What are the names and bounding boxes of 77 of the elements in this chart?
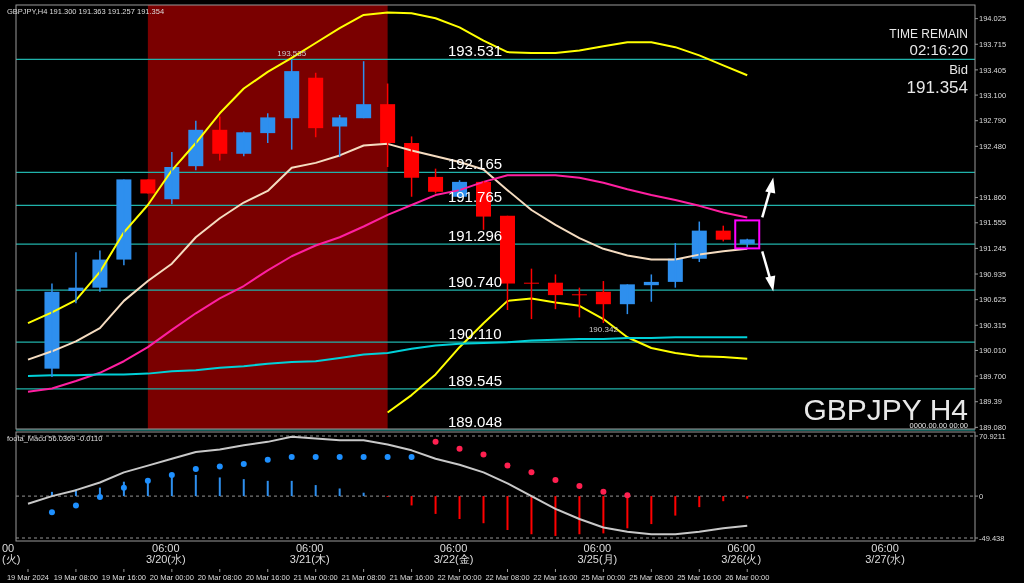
bar xyxy=(242,479,245,497)
candlestick xyxy=(619,283,635,315)
point xyxy=(168,471,175,478)
bar xyxy=(746,496,749,499)
annotation: Bid xyxy=(949,62,968,77)
bar xyxy=(194,474,197,497)
ref-line-label: 189.545 xyxy=(447,371,503,389)
point xyxy=(96,493,103,500)
bar xyxy=(722,496,725,502)
point xyxy=(384,454,391,461)
point xyxy=(576,482,583,489)
bar xyxy=(218,477,221,497)
point xyxy=(336,454,343,461)
bar xyxy=(530,496,533,535)
point xyxy=(192,465,199,472)
bar xyxy=(554,496,557,536)
candlestick xyxy=(260,112,276,144)
candlestick xyxy=(595,280,611,324)
text: 06:00 3/21(木) xyxy=(289,542,330,565)
bar xyxy=(698,496,701,508)
bar xyxy=(626,496,629,529)
annotation: 191.354 xyxy=(906,78,968,97)
candlestick xyxy=(380,82,396,168)
bar xyxy=(290,480,293,497)
point xyxy=(120,484,127,491)
point xyxy=(216,463,223,470)
point xyxy=(48,509,55,516)
text: 06:00 3/25(月) xyxy=(577,542,618,565)
point xyxy=(408,454,415,461)
point xyxy=(600,488,607,495)
bar xyxy=(650,496,653,525)
point xyxy=(360,454,367,461)
annotation: 02:16:20 xyxy=(909,41,968,58)
point xyxy=(528,469,535,476)
candlestick xyxy=(284,58,300,151)
bar xyxy=(434,496,437,514)
bar xyxy=(314,485,317,497)
ref-line-label: 190.740 xyxy=(447,273,503,291)
point xyxy=(456,445,463,452)
candlestick xyxy=(308,72,324,138)
bar xyxy=(410,496,413,506)
text: 06:00 3/22(金) xyxy=(433,542,474,565)
point xyxy=(264,456,271,463)
point xyxy=(312,454,319,461)
bar xyxy=(266,480,269,497)
bar xyxy=(506,496,509,530)
point xyxy=(552,477,559,483)
point xyxy=(288,454,295,461)
point xyxy=(144,477,151,484)
point xyxy=(72,502,79,509)
candlestick xyxy=(332,114,348,158)
candlestick xyxy=(523,267,539,320)
line-series xyxy=(386,297,749,414)
annotation: 190.342 xyxy=(588,325,619,335)
bar xyxy=(578,496,581,535)
candlestick xyxy=(428,167,444,195)
bar xyxy=(338,488,341,497)
bar xyxy=(482,496,485,524)
bar xyxy=(602,496,605,534)
point xyxy=(480,451,487,458)
annotation: TIME REMAIN xyxy=(889,27,968,41)
point xyxy=(504,462,511,469)
point xyxy=(624,492,631,499)
candlestick xyxy=(739,237,755,249)
ref-line-label: 189.048 xyxy=(447,412,503,430)
text: 00 (火) xyxy=(2,542,21,565)
candlestick xyxy=(571,286,587,319)
candlestick xyxy=(356,60,372,119)
bar xyxy=(674,496,677,516)
bar xyxy=(458,496,461,519)
point xyxy=(432,438,439,445)
text: 06:00 3/20(水) xyxy=(145,542,186,565)
text: 06:00 3/27(水) xyxy=(865,542,905,565)
ref-line-label: 193.531 xyxy=(447,42,503,60)
text: 06:00 3/26(火) xyxy=(721,542,762,565)
candlestick xyxy=(547,273,563,310)
point xyxy=(240,460,247,467)
